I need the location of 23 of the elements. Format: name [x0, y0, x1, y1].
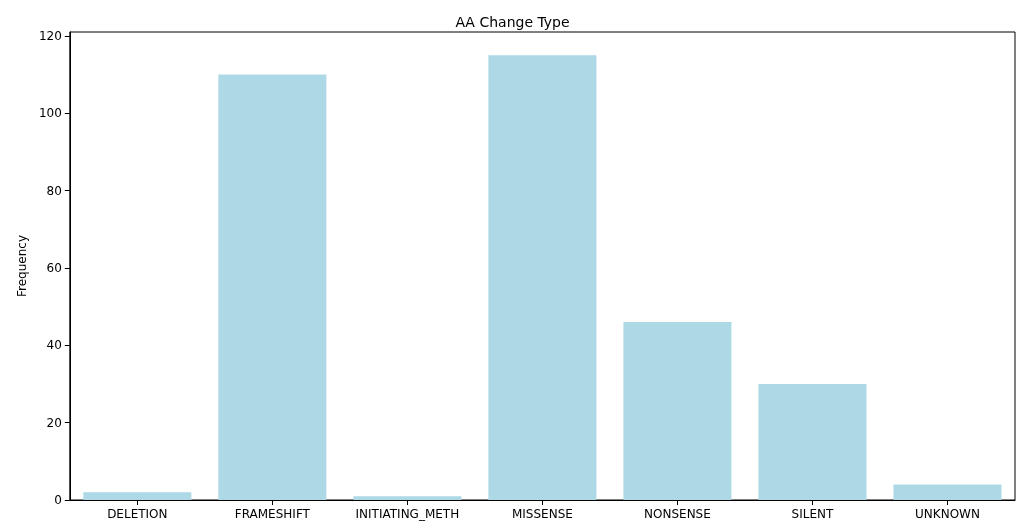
x-tick-label: MISSENSE: [511, 507, 573, 521]
y-tick-label: 0: [54, 493, 62, 507]
x-tick-label: UNKNOWN: [915, 507, 980, 521]
y-tick-label: 40: [46, 338, 62, 353]
y-tick-label: 60: [46, 260, 62, 275]
x-tick-label: FRAMESHIFT: [234, 507, 311, 521]
y-tick-label: 20: [46, 415, 62, 430]
y-axis-title: Frequency: [15, 235, 29, 297]
y-tick-label: 120: [38, 28, 62, 43]
y-tick-label: 80: [46, 183, 62, 198]
y-tick-label: 100: [38, 106, 62, 121]
bar: [353, 496, 462, 500]
chart-title: AA Change Type: [455, 14, 570, 30]
bar: [758, 383, 867, 500]
x-tick-label: INITIATING_METH: [355, 507, 460, 521]
x-tick-label: SILENT: [791, 507, 834, 521]
x-tick-label: DELETION: [107, 507, 168, 521]
bar: [893, 484, 1002, 500]
x-tick-label: NONSENSE: [644, 507, 711, 521]
bar: [218, 74, 327, 500]
bar: [623, 322, 732, 500]
bar: [83, 492, 192, 500]
bar: [488, 55, 597, 500]
